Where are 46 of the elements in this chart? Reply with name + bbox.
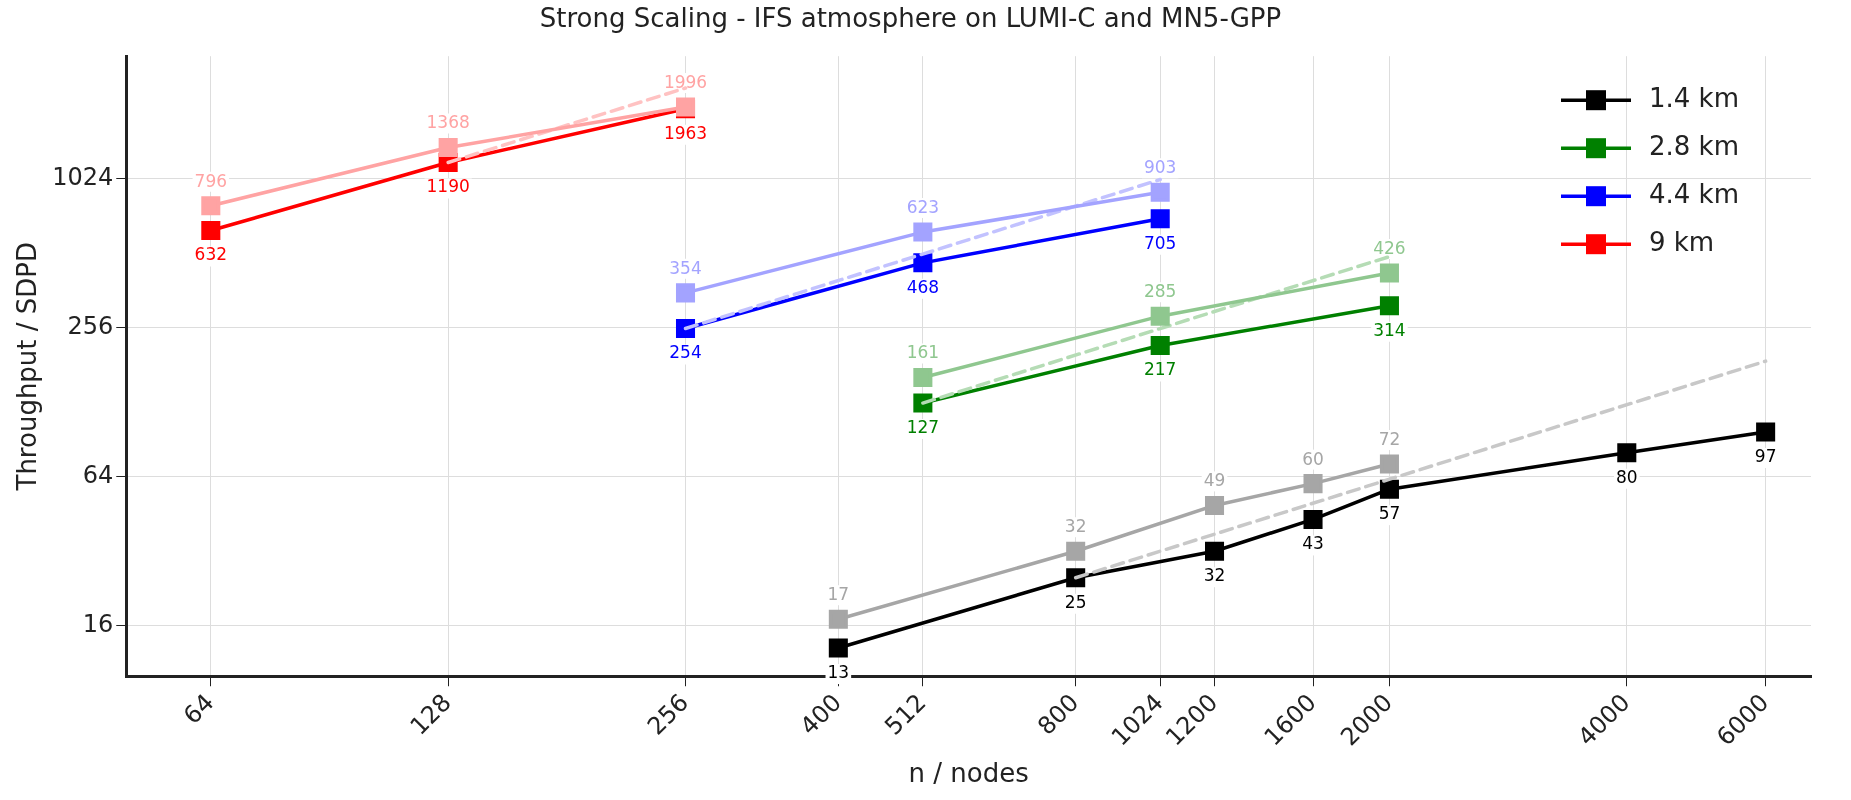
data-label: 623 [906, 197, 940, 218]
y-tick-label: 64 [82, 460, 114, 489]
y-tick-label: 16 [82, 609, 114, 638]
x-axis-title: n / nodes [908, 758, 1029, 789]
data-label: 217 [1143, 359, 1177, 380]
y-tick-label: 256 [67, 311, 114, 340]
data-label: 80 [1615, 466, 1638, 487]
y-tick-label: 1024 [52, 162, 114, 191]
data-label: 97 [1754, 445, 1777, 466]
data-label: 72 [1378, 428, 1401, 449]
data-label: 60 [1302, 448, 1324, 469]
data-label: 57 [1378, 503, 1401, 524]
data-label: 127 [906, 416, 940, 437]
data-label: 1996 [663, 71, 708, 92]
x-tick-label: 64 [178, 688, 220, 730]
data-label: 17 [827, 584, 850, 605]
data-label: 632 [194, 244, 228, 265]
data-label: 468 [906, 276, 940, 297]
chart-title: Strong Scaling - IFS atmosphere on LUMI-C and MN5-GPP [539, 3, 1282, 34]
data-label: 1190 [426, 176, 470, 197]
data-label: 314 [1373, 319, 1406, 340]
data-label: 796 [194, 170, 228, 191]
data-label: 25 [1064, 591, 1087, 612]
data-label: 285 [1143, 281, 1177, 302]
x-tick-label: 512 [879, 688, 932, 741]
data-label: 354 [669, 257, 702, 278]
legend-label: 9 km [1649, 226, 1715, 257]
x-tick-label: 400 [794, 688, 847, 741]
legend-label: 1.4 km [1649, 82, 1739, 113]
data-label: 1963 [663, 122, 708, 143]
x-tick-label: 800 [1032, 688, 1085, 741]
data-label: 13 [827, 661, 850, 682]
x-tick-label: 128 [404, 688, 457, 741]
data-label: 32 [1203, 565, 1226, 586]
legend-label: 2.8 km [1649, 130, 1739, 161]
data-label: 43 [1302, 533, 1324, 554]
data-label: 49 [1203, 470, 1226, 491]
y-axis-title: Throughput / SDPD [12, 241, 43, 492]
data-label: 705 [1143, 232, 1177, 253]
data-label: 426 [1373, 237, 1406, 258]
data-label: 161 [906, 342, 940, 363]
data-label: 903 [1143, 157, 1177, 178]
data-label: 32 [1064, 516, 1087, 537]
data-label: 254 [669, 342, 702, 363]
data-label: 1368 [426, 112, 470, 133]
legend-label: 4.4 km [1649, 178, 1739, 209]
